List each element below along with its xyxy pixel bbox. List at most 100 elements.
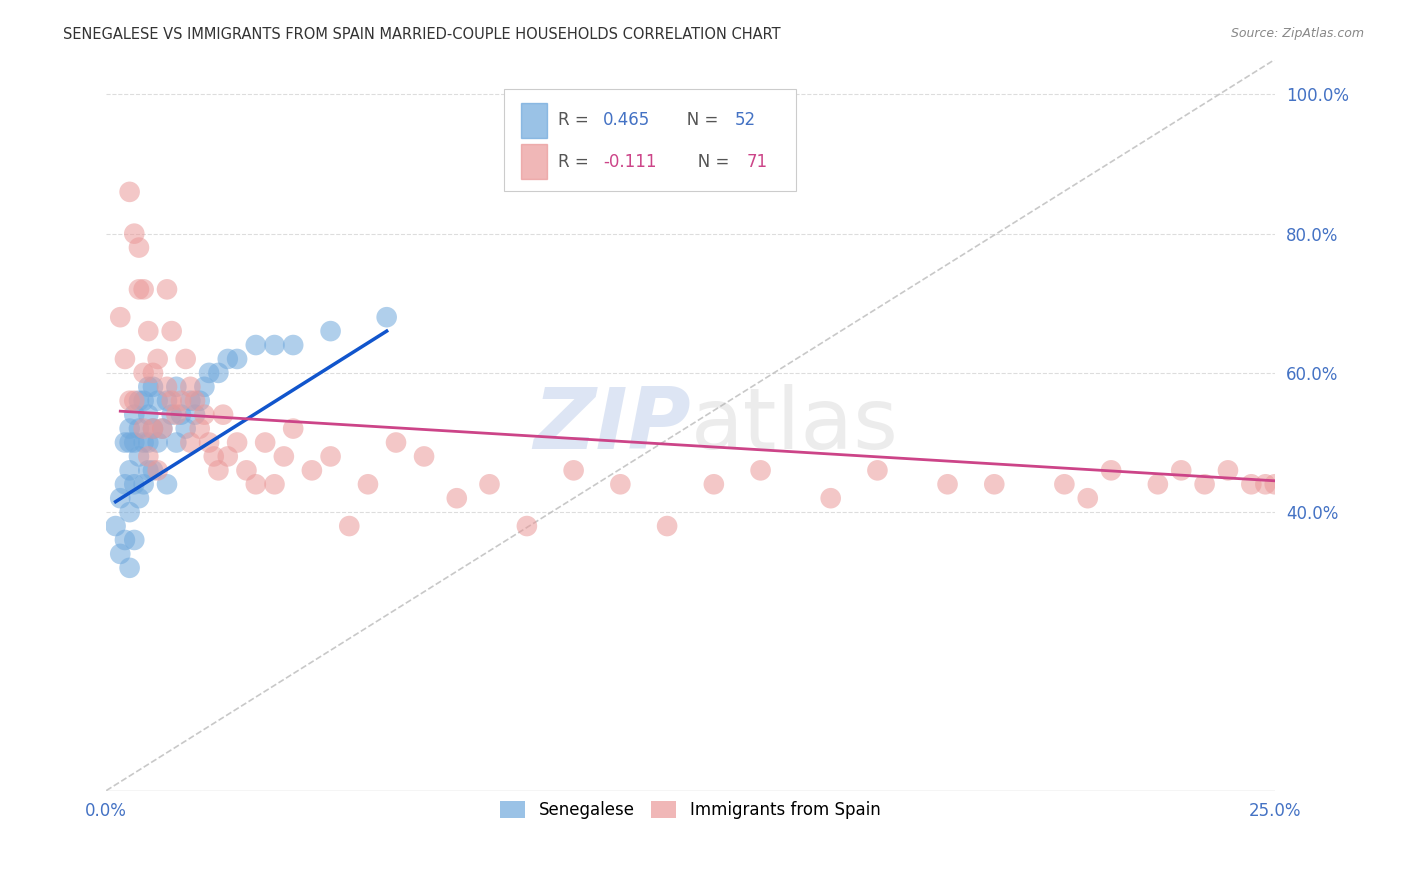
Point [749, 463, 772, 477]
Point [193, 408, 215, 422]
Point [1170, 463, 1192, 477]
Point [263, 338, 285, 352]
Point [118, 505, 141, 519]
Point [188, 421, 211, 435]
Point [245, 477, 267, 491]
Point [136, 324, 159, 338]
Point [142, 463, 165, 477]
Point [136, 408, 159, 422]
Point [1240, 477, 1263, 491]
Point [128, 241, 150, 255]
Point [146, 393, 169, 408]
Text: SENEGALESE VS IMMIGRANTS FROM SPAIN MARRIED-COUPLE HOUSEHOLDS CORRELATION CHART: SENEGALESE VS IMMIGRANTS FROM SPAIN MARR… [63, 27, 780, 42]
Point [375, 310, 398, 325]
FancyBboxPatch shape [503, 89, 796, 191]
Point [110, 491, 132, 506]
Text: atlas: atlas [690, 384, 898, 467]
Point [124, 227, 146, 241]
Text: R =: R = [558, 112, 595, 129]
Point [160, 393, 183, 408]
Point [160, 324, 183, 338]
Point [124, 477, 146, 491]
Point [217, 351, 239, 366]
Point [124, 533, 146, 547]
Point [179, 380, 201, 394]
Point [118, 185, 141, 199]
Point [156, 282, 179, 296]
Text: 52: 52 [735, 112, 756, 129]
Point [170, 408, 193, 422]
Point [273, 450, 295, 464]
Point [820, 491, 842, 506]
Y-axis label: Married-couple Households: Married-couple Households [0, 320, 7, 530]
Point [283, 338, 305, 352]
Point [319, 450, 342, 464]
Text: Source: ZipAtlas.com: Source: ZipAtlas.com [1230, 27, 1364, 40]
Point [156, 477, 179, 491]
Point [170, 393, 193, 408]
Point [184, 393, 207, 408]
Point [142, 366, 165, 380]
Point [193, 380, 215, 394]
Point [413, 450, 436, 464]
Point [165, 380, 187, 394]
Point [165, 408, 187, 422]
Point [146, 435, 169, 450]
Point [136, 463, 159, 477]
Point [142, 380, 165, 394]
Point [174, 421, 197, 435]
Point [226, 351, 249, 366]
Point [337, 519, 360, 533]
Point [212, 408, 235, 422]
Point [207, 463, 229, 477]
Point [114, 351, 136, 366]
Point [150, 421, 173, 435]
Point [128, 282, 150, 296]
Point [150, 421, 173, 435]
Text: 71: 71 [747, 153, 768, 171]
Point [124, 435, 146, 450]
Point [174, 351, 197, 366]
Bar [522, 103, 547, 138]
Point [263, 477, 285, 491]
Point [132, 421, 155, 435]
Point [1147, 477, 1170, 491]
Point [703, 477, 725, 491]
Point [245, 338, 267, 352]
Point [110, 547, 132, 561]
Point [128, 393, 150, 408]
Point [132, 435, 155, 450]
Point [132, 282, 155, 296]
Text: -0.111: -0.111 [603, 153, 657, 171]
Point [142, 421, 165, 435]
Point [118, 393, 141, 408]
Point [128, 450, 150, 464]
Point [136, 450, 159, 464]
Point [562, 463, 585, 477]
Point [124, 393, 146, 408]
Point [146, 463, 169, 477]
Point [114, 477, 136, 491]
Point [609, 477, 631, 491]
Point [184, 408, 207, 422]
Point [936, 477, 959, 491]
Point [357, 477, 380, 491]
Point [283, 421, 305, 435]
Text: ZIP: ZIP [533, 384, 690, 467]
Point [983, 477, 1005, 491]
Point [118, 561, 141, 575]
Point [114, 533, 136, 547]
Point [128, 491, 150, 506]
Point [136, 435, 159, 450]
Point [142, 421, 165, 435]
Point [118, 421, 141, 435]
Point [104, 519, 127, 533]
Point [198, 366, 221, 380]
Point [1194, 477, 1216, 491]
Point [160, 408, 183, 422]
Point [1264, 477, 1286, 491]
Point [516, 519, 538, 533]
Point [207, 366, 229, 380]
Bar [522, 145, 547, 179]
Point [110, 310, 132, 325]
